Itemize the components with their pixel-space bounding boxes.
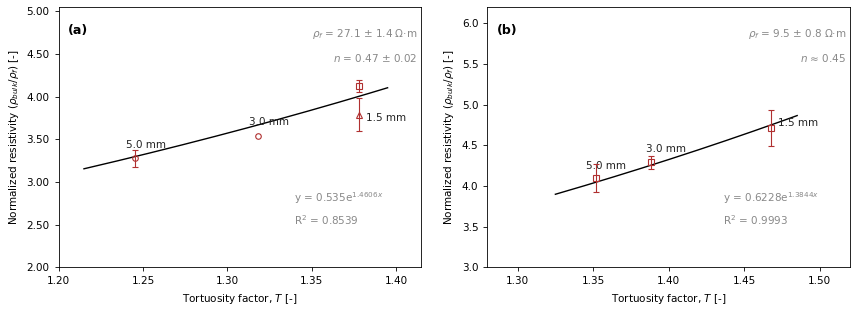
Text: (a): (a) xyxy=(68,24,88,37)
Text: y = 0.6228e$^{1.3844x}$: y = 0.6228e$^{1.3844x}$ xyxy=(723,191,819,206)
Text: 1.5 mm: 1.5 mm xyxy=(366,113,406,123)
Text: R$^2$ = 0.8539: R$^2$ = 0.8539 xyxy=(295,214,359,228)
Text: $n$ = 0.47 ± 0.02: $n$ = 0.47 ± 0.02 xyxy=(333,52,417,64)
Text: $\rho_f$ = 9.5 ± 0.8 Ω·m: $\rho_f$ = 9.5 ± 0.8 Ω·m xyxy=(748,27,847,41)
Text: $n$ ≈ 0.45: $n$ ≈ 0.45 xyxy=(800,52,847,64)
Y-axis label: Normalized resistivity ($\rho_{bulk}/\rho_f$) [-]: Normalized resistivity ($\rho_{bulk}/\rh… xyxy=(442,49,456,225)
Text: y = 0.535e$^{1.4606x}$: y = 0.535e$^{1.4606x}$ xyxy=(295,191,384,206)
Y-axis label: Normalized resistivity ($\rho_{bulk}/\rho_f$) [-]: Normalized resistivity ($\rho_{bulk}/\rh… xyxy=(7,49,21,225)
Text: $\rho_f$ = 27.1 ± 1.4 Ω·m: $\rho_f$ = 27.1 ± 1.4 Ω·m xyxy=(312,27,417,41)
Text: (b): (b) xyxy=(496,24,517,37)
Text: R$^2$ = 0.9993: R$^2$ = 0.9993 xyxy=(723,214,788,228)
Text: 1.5 mm: 1.5 mm xyxy=(777,118,818,128)
Text: 3.0 mm: 3.0 mm xyxy=(646,144,686,154)
Text: 5.0 mm: 5.0 mm xyxy=(585,161,626,171)
Text: 3.0 mm: 3.0 mm xyxy=(249,117,290,127)
X-axis label: Tortuosity factor, $T$ [-]: Tortuosity factor, $T$ [-] xyxy=(183,292,297,306)
X-axis label: Tortuosity factor, $T$ [-]: Tortuosity factor, $T$ [-] xyxy=(611,292,727,306)
Text: 5.0 mm: 5.0 mm xyxy=(126,141,166,151)
